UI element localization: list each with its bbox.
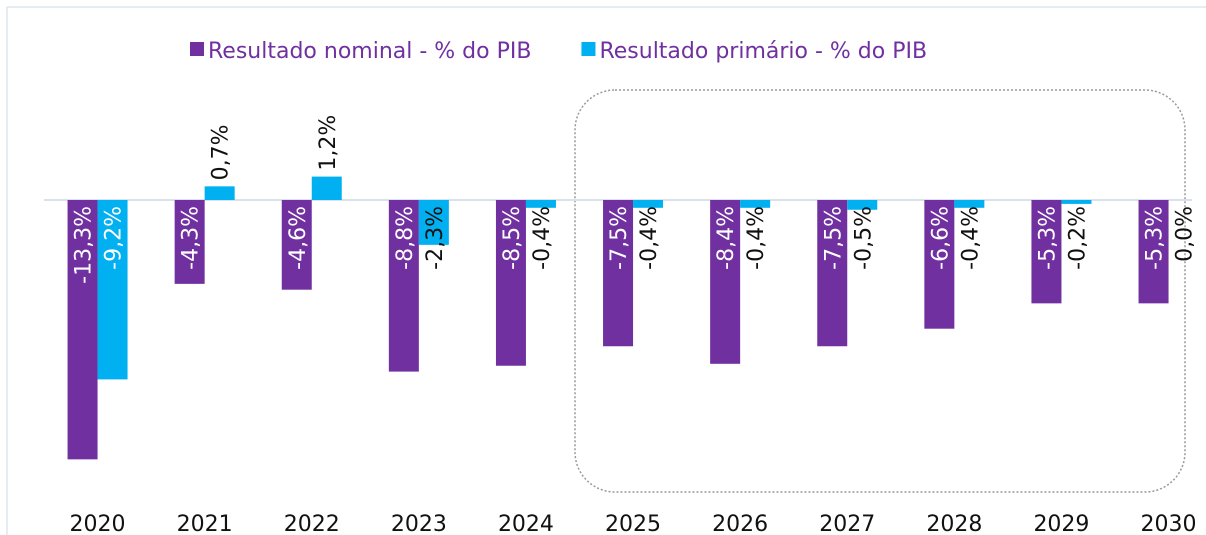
x-tick-label: 2027 xyxy=(819,512,875,535)
bar xyxy=(1138,200,1169,304)
data-label: -0,4% xyxy=(530,206,555,270)
bar xyxy=(281,200,312,290)
x-tick-label: 2021 xyxy=(177,512,233,535)
bar xyxy=(847,200,878,210)
x-tick-label: 2026 xyxy=(712,512,768,535)
legend-swatch xyxy=(190,42,204,56)
data-label: -5,3% xyxy=(1143,206,1168,270)
data-label: -4,6% xyxy=(286,206,311,270)
bar xyxy=(740,200,771,208)
data-label: 0,7% xyxy=(209,124,234,180)
data-label: -0,4% xyxy=(744,206,769,270)
bar xyxy=(633,200,664,208)
x-tick-label: 2025 xyxy=(605,512,661,535)
data-label: -5,3% xyxy=(1035,206,1060,270)
bar xyxy=(174,200,205,284)
bar xyxy=(418,200,449,245)
x-tick-label: 2030 xyxy=(1141,512,1197,535)
data-label: -0,2% xyxy=(1065,206,1090,270)
legend-swatch xyxy=(581,42,596,56)
data-label: -0,4% xyxy=(958,206,983,270)
data-label: -8,8% xyxy=(393,206,418,270)
x-tick-label: 2023 xyxy=(391,512,447,535)
bar xyxy=(495,200,526,366)
x-tick-label: 2029 xyxy=(1033,512,1089,535)
bar xyxy=(710,200,741,364)
data-label: -13,3% xyxy=(72,206,97,284)
bar xyxy=(388,200,419,372)
legend-label: Resultado primário - % do PIB xyxy=(599,39,927,64)
bar xyxy=(311,176,342,200)
data-label: -9,2% xyxy=(102,206,127,270)
bar xyxy=(204,186,235,200)
data-label: -2,3% xyxy=(423,206,448,270)
data-label: -4,3% xyxy=(179,206,204,270)
bar xyxy=(67,200,98,460)
data-label: -6,6% xyxy=(928,206,953,270)
legend-label: Resultado nominal - % do PIB xyxy=(208,39,531,64)
data-label: -7,5% xyxy=(607,206,632,270)
data-label: 0,0% xyxy=(1173,206,1198,262)
data-label: -8,5% xyxy=(500,206,525,270)
bar xyxy=(603,200,634,347)
bar xyxy=(1031,200,1062,304)
data-label: 1,2% xyxy=(316,115,341,171)
x-tick-label: 2024 xyxy=(498,512,554,535)
projection-box xyxy=(574,89,1186,493)
bar xyxy=(954,200,985,208)
data-label: -0,5% xyxy=(851,206,876,270)
bar xyxy=(817,200,848,347)
x-tick-label: 2020 xyxy=(70,512,126,535)
bar xyxy=(1061,200,1092,204)
data-label: -7,5% xyxy=(821,206,846,270)
bar xyxy=(525,200,556,208)
x-tick-label: 2028 xyxy=(926,512,982,535)
data-label: -8,4% xyxy=(714,206,739,270)
x-tick-label: 2022 xyxy=(284,512,340,535)
bar xyxy=(97,200,128,380)
bar xyxy=(924,200,955,329)
data-label: -0,4% xyxy=(637,206,662,270)
